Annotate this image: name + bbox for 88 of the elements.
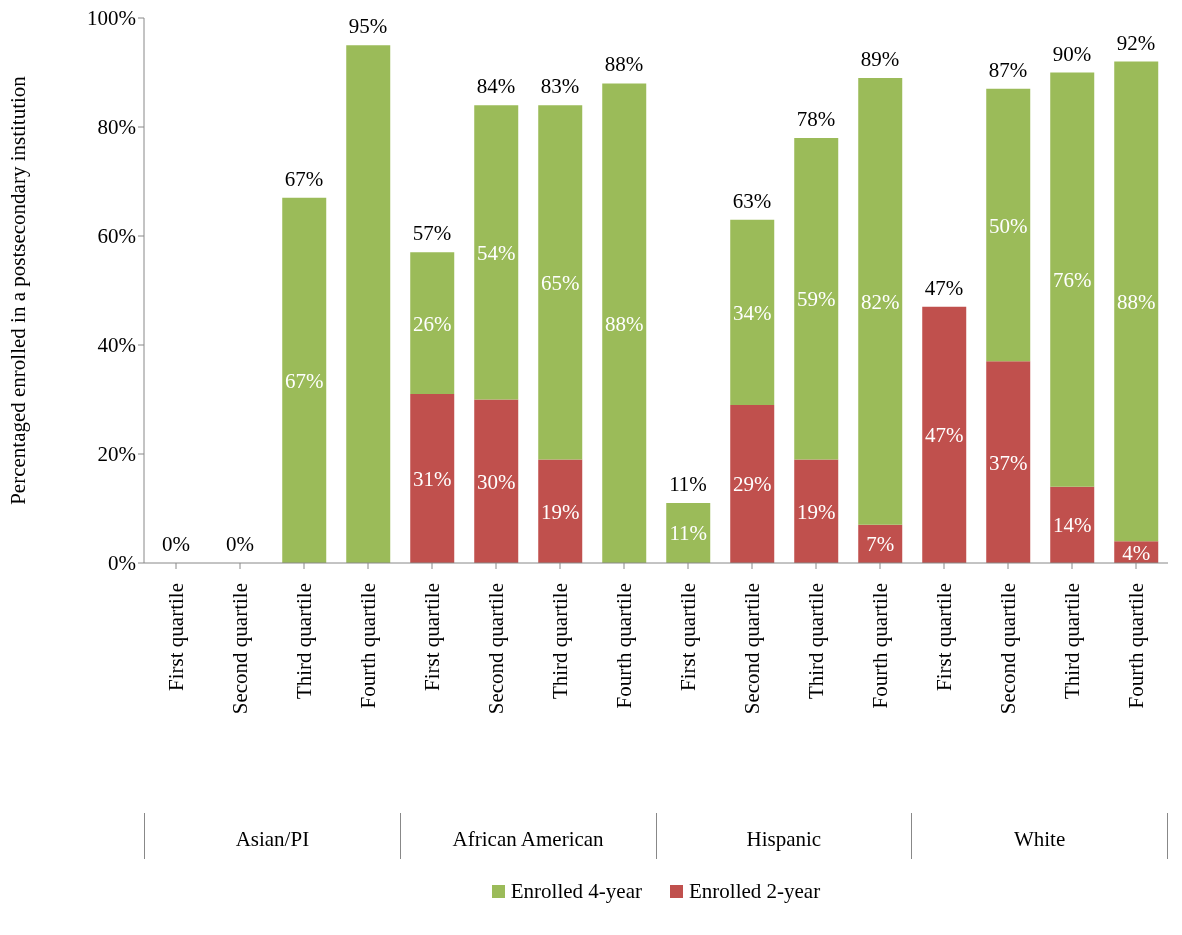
bar bbox=[986, 361, 1031, 563]
y-tick-label: 0% bbox=[108, 551, 136, 576]
bar bbox=[794, 137, 839, 460]
bar bbox=[1050, 486, 1095, 563]
total-label: 92% bbox=[1116, 30, 1156, 55]
y-tick-label: 40% bbox=[97, 333, 136, 358]
total-label: 0% bbox=[162, 532, 190, 556]
legend-label: Enrolled 4-year bbox=[510, 879, 642, 904]
data-label: 11% bbox=[669, 521, 708, 546]
data-label: 37% bbox=[988, 450, 1028, 475]
total-label: 0% bbox=[226, 532, 254, 556]
data-label: 54% bbox=[476, 240, 516, 265]
legend-label: Enrolled 2-year bbox=[689, 879, 821, 904]
data-label: 59% bbox=[796, 287, 836, 312]
text: Asian/PI bbox=[144, 813, 401, 859]
x-tick-label: First quartile bbox=[932, 583, 956, 691]
bar bbox=[922, 306, 967, 563]
x-tick-label: Second quartile bbox=[740, 583, 764, 715]
data-label: 50% bbox=[988, 213, 1028, 238]
data-label: 19% bbox=[540, 499, 580, 524]
bar bbox=[986, 88, 1031, 362]
data-label: 30% bbox=[476, 469, 516, 494]
data-label: 14% bbox=[1052, 513, 1092, 538]
x-tick-label: Fourth quartile bbox=[612, 583, 636, 709]
bar bbox=[346, 45, 391, 563]
bar bbox=[858, 77, 903, 525]
data-label: 47% bbox=[924, 423, 964, 448]
x-tick-label: Third quartile bbox=[548, 583, 572, 700]
total-label: 57% bbox=[412, 221, 452, 246]
bar bbox=[474, 105, 519, 400]
data-label: 4% bbox=[1122, 540, 1151, 565]
x-tick-label: First quartile bbox=[676, 583, 700, 691]
data-label: 34% bbox=[732, 300, 772, 325]
bar bbox=[474, 399, 519, 563]
data-label: 88% bbox=[604, 311, 644, 336]
y-tick-label: 60% bbox=[97, 224, 136, 249]
x-tick-label: Third quartile bbox=[1060, 583, 1084, 700]
total-label: 11% bbox=[669, 472, 707, 497]
x-tick-label: First quartile bbox=[164, 583, 188, 691]
x-tick-label: Fourth quartile bbox=[356, 583, 380, 709]
x-tick-label: Third quartile bbox=[804, 583, 828, 700]
bar bbox=[282, 197, 327, 563]
data-label: 82% bbox=[860, 289, 900, 314]
data-label: 65% bbox=[540, 270, 580, 295]
bar bbox=[730, 404, 775, 563]
bar bbox=[602, 83, 647, 563]
data-label: 29% bbox=[732, 472, 772, 497]
data-label: 26% bbox=[412, 311, 452, 336]
total-label: 83% bbox=[540, 74, 580, 99]
bar bbox=[1050, 72, 1095, 487]
bar bbox=[730, 219, 775, 405]
y-tick-label: 20% bbox=[97, 442, 136, 467]
data-label: 19% bbox=[796, 499, 836, 524]
total-label: 88% bbox=[604, 52, 644, 77]
bar bbox=[538, 459, 583, 563]
text: Hispanic bbox=[656, 813, 913, 859]
bar bbox=[794, 459, 839, 563]
x-tick-label: First quartile bbox=[420, 583, 444, 691]
x-tick-label: Second quartile bbox=[228, 583, 252, 715]
text: White bbox=[912, 813, 1168, 859]
y-axis-title: Percentaged enrolled in a postsecondary institution bbox=[6, 75, 31, 505]
y-tick-label: 80% bbox=[97, 115, 136, 140]
bar bbox=[410, 252, 455, 395]
x-tick-label: Fourth quartile bbox=[1124, 583, 1148, 709]
total-label: 89% bbox=[860, 46, 900, 71]
bar bbox=[666, 503, 711, 563]
data-label: 67% bbox=[284, 368, 324, 393]
bar bbox=[538, 105, 583, 460]
total-label: 87% bbox=[988, 57, 1028, 82]
data-label: 76% bbox=[1052, 268, 1092, 293]
total-label: 90% bbox=[1052, 41, 1092, 66]
y-tick-label: 100% bbox=[87, 6, 136, 31]
total-label: 67% bbox=[284, 166, 324, 191]
total-label: 95% bbox=[348, 14, 388, 39]
x-tick-label: Fourth quartile bbox=[868, 583, 892, 709]
data-label: 88% bbox=[1116, 289, 1156, 314]
data-label: 7% bbox=[866, 532, 895, 557]
total-label: 47% bbox=[924, 275, 964, 300]
bar bbox=[1114, 61, 1159, 542]
bar bbox=[410, 394, 455, 563]
total-label: 84% bbox=[476, 74, 516, 99]
data-label: 31% bbox=[412, 466, 452, 491]
total-label: 63% bbox=[732, 188, 772, 213]
text: African American bbox=[400, 813, 657, 859]
total-label: 78% bbox=[796, 106, 836, 131]
x-tick-label: Second quartile bbox=[996, 583, 1020, 715]
x-tick-label: Second quartile bbox=[484, 583, 508, 715]
x-tick-label: Third quartile bbox=[292, 583, 316, 700]
